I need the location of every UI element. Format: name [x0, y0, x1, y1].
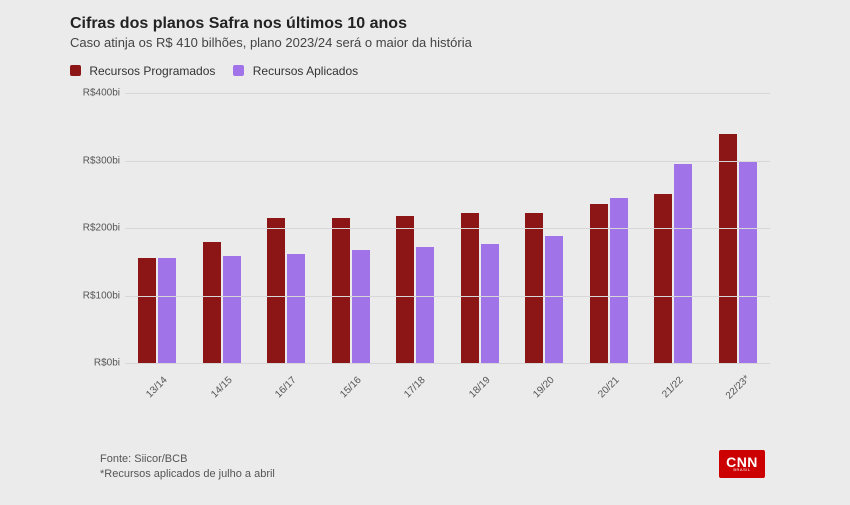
legend-label-aplicados: Recursos Aplicados	[253, 64, 358, 78]
x-axis-label: 16/17	[274, 375, 299, 400]
x-axis-label: 13/14	[145, 375, 170, 400]
bar-programados	[719, 134, 737, 364]
bar-aplicados	[158, 258, 176, 363]
bar-programados	[654, 194, 672, 363]
brand-subname: BRASIL	[733, 468, 750, 471]
gridline	[125, 363, 770, 364]
footer-source: Fonte: Siicor/BCB	[100, 452, 275, 467]
y-axis-label: R$100bi	[70, 290, 120, 301]
bar-programados	[332, 218, 350, 363]
x-axis-label: 17/18	[403, 375, 428, 400]
chart-legend: Recursos Programados Recursos Aplicados	[70, 64, 780, 78]
x-axis-label: 19/20	[532, 375, 557, 400]
bar-programados	[138, 258, 156, 363]
x-axis-label: 14/15	[209, 375, 234, 400]
bar-aplicados	[674, 164, 692, 363]
plot-area: 13/1414/1516/1715/1617/1818/1919/2020/21…	[125, 93, 770, 363]
x-axis-label: 15/16	[338, 375, 363, 400]
bar-programados	[267, 218, 285, 363]
gridline	[125, 93, 770, 94]
y-axis-label: R$200bi	[70, 223, 120, 234]
bar-programados	[525, 213, 543, 363]
x-axis-label: 20/21	[596, 375, 621, 400]
bar-aplicados	[223, 256, 241, 363]
x-axis-label: 18/19	[467, 375, 492, 400]
y-axis-label: R$400bi	[70, 88, 120, 99]
legend-item-programados: Recursos Programados	[70, 64, 215, 78]
bar-aplicados	[287, 254, 305, 363]
bar-programados	[461, 213, 479, 363]
chart-footer: Fonte: Siicor/BCB *Recursos aplicados de…	[100, 452, 275, 482]
chart-area: 13/14 14/15 16/17 15/16 17/18 18/19 19/20 20/21…	[70, 88, 780, 398]
gridline	[125, 161, 770, 162]
bar-programados	[203, 242, 221, 364]
chart-title: Cifras dos planos Safra nos últimos 10 a…	[70, 15, 780, 33]
bar-aplicados	[416, 247, 434, 363]
bar-aplicados	[610, 198, 628, 363]
footer-note: *Recursos aplicados de julho a abril	[100, 467, 275, 482]
brand-logo: CNN BRASIL	[719, 450, 765, 478]
bar-programados	[396, 216, 414, 363]
y-axis-label: R$300bi	[70, 155, 120, 166]
legend-label-programados: Recursos Programados	[89, 64, 215, 78]
legend-swatch-aplicados	[233, 65, 244, 76]
gridline	[125, 228, 770, 229]
gridline	[125, 296, 770, 297]
chart-card: Cifras dos planos Safra nos últimos 10 a…	[70, 15, 780, 490]
bar-aplicados	[352, 250, 370, 363]
chart-subtitle: Caso atinja os R$ 410 bilhões, plano 202…	[70, 35, 780, 50]
y-axis-label: R$0bi	[70, 358, 120, 369]
x-axis-label: 22/23*	[724, 373, 752, 401]
legend-swatch-programados	[70, 65, 81, 76]
bar-aplicados	[545, 236, 563, 363]
x-axis-label: 21/22	[661, 375, 686, 400]
bar-aplicados	[481, 244, 499, 363]
legend-item-aplicados: Recursos Aplicados	[233, 64, 358, 78]
bar-aplicados	[739, 162, 757, 363]
